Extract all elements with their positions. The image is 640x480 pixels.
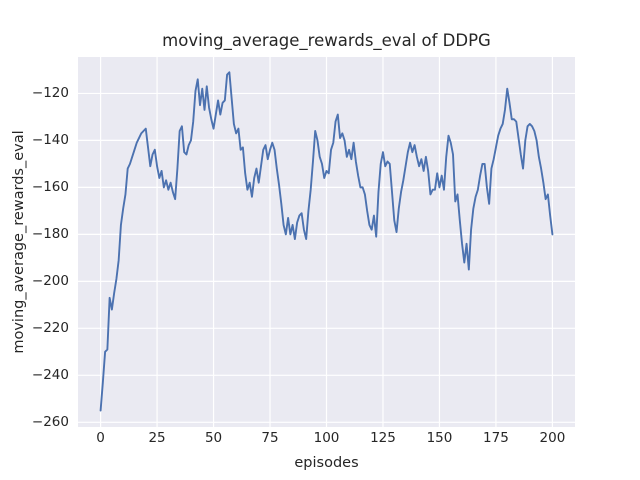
x-tick-label: 100 — [313, 430, 340, 446]
y-tick-label: −160 — [31, 178, 69, 195]
x-tick-label: 200 — [539, 430, 566, 446]
x-tick-label: 25 — [148, 430, 166, 446]
gridlines — [78, 57, 575, 427]
y-tick-label: −120 — [31, 84, 69, 101]
y-tick-label: −180 — [31, 225, 69, 242]
y-tick-label: −140 — [31, 131, 69, 148]
reward-line — [99, 71, 554, 412]
x-tick-label: 75 — [261, 430, 279, 446]
x-tick-label: 0 — [96, 430, 105, 446]
y-tick-label: −200 — [31, 272, 69, 289]
x-tick-label: 50 — [204, 430, 223, 446]
y-tick-label: −220 — [31, 319, 69, 336]
x-axis-label: episodes — [294, 455, 359, 471]
y-tick-label: −260 — [31, 413, 69, 430]
x-tick-label: 150 — [426, 430, 453, 446]
y-tick-label: −240 — [31, 366, 69, 383]
chart-title: moving_average_rewards_eval of DDPG — [162, 31, 491, 50]
x-tick-label: 175 — [483, 430, 509, 446]
x-tick-label: 125 — [370, 430, 396, 446]
